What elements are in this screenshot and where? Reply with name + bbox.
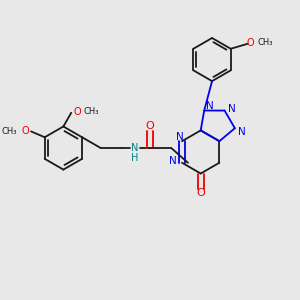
Text: N: N xyxy=(169,156,177,166)
Text: N: N xyxy=(176,132,184,142)
Text: CH₃: CH₃ xyxy=(83,107,99,116)
Text: O: O xyxy=(73,107,81,117)
Text: O: O xyxy=(21,126,29,136)
Text: H: H xyxy=(131,153,139,163)
Text: N: N xyxy=(238,127,246,137)
Text: N: N xyxy=(228,103,235,114)
Text: O: O xyxy=(247,38,254,48)
Text: O: O xyxy=(146,122,154,131)
Text: CH₃: CH₃ xyxy=(257,38,273,47)
Text: N: N xyxy=(131,143,139,153)
Text: CH₃: CH₃ xyxy=(2,127,17,136)
Text: N: N xyxy=(206,100,214,111)
Text: O: O xyxy=(196,188,205,198)
